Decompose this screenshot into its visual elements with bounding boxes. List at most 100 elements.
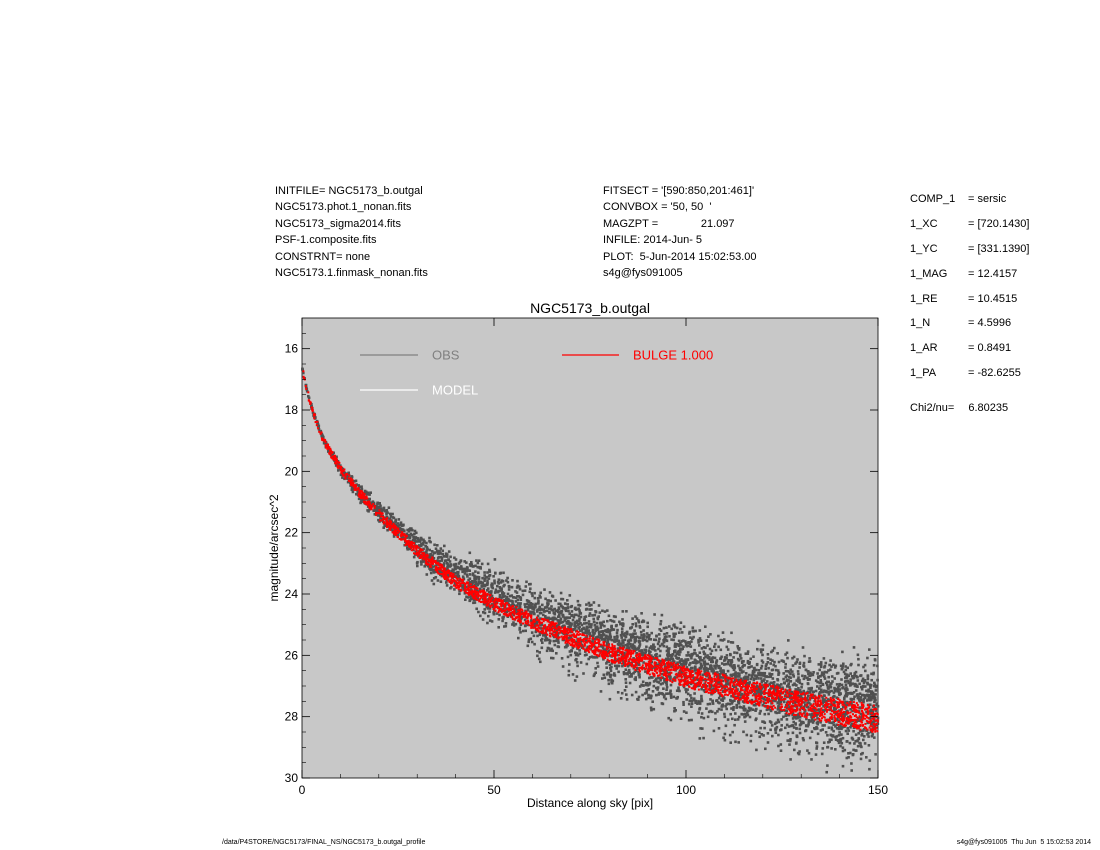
obs-point [557,620,560,623]
obs-point [647,696,650,700]
obs-point [870,734,874,738]
obs-point [311,411,315,414]
obs-point [552,639,556,643]
obs-point [410,533,414,537]
obs-point [350,486,354,489]
obs-point [689,682,693,686]
obs-point [837,741,841,745]
obs-point [682,710,686,713]
obs-point [862,681,866,685]
bulge-point [809,706,812,709]
bulge-point [837,715,839,718]
obs-point [405,532,409,536]
bulge-point [825,720,828,723]
obs-point [727,659,730,662]
obs-point [538,605,541,609]
obs-point [858,699,861,702]
obs-point [514,596,518,600]
obs-point [388,512,392,516]
obs-point [423,565,426,568]
obs-point [691,629,695,633]
obs-point [530,619,533,622]
obs-point [641,684,645,687]
bulge-point [746,688,749,691]
obs-point [447,558,450,561]
bulge-point [757,701,760,704]
obs-point [667,654,671,658]
obs-point [633,636,637,639]
obs-point [807,694,810,698]
obs-point [357,484,360,487]
obs-point [630,693,634,697]
bulge-point [518,610,521,613]
bulge-point [726,694,729,697]
obs-point [463,567,466,571]
obs-point [658,628,661,631]
obs-point [775,725,779,729]
obs-point [401,524,404,528]
obs-point [650,647,654,650]
obs-point [645,682,648,685]
obs-point [481,581,485,585]
obs-point [643,692,647,695]
obs-point [603,638,607,641]
obs-point [587,601,591,605]
obs-point [428,548,431,552]
obs-point [547,638,551,642]
bulge-point [628,649,631,652]
obs-point [641,654,645,657]
obs-point [592,601,596,604]
obs-point [730,631,733,635]
obs-point [756,639,760,643]
obs-point [480,585,484,588]
obs-point [652,643,655,647]
obs-point [802,738,805,742]
obs-point [654,677,658,681]
bulge-point [633,650,636,653]
obs-point [685,666,689,669]
obs-point [808,701,811,704]
obs-point [828,721,831,724]
obs-point [832,723,835,726]
obs-point [310,402,313,406]
obs-point [808,713,812,716]
param-label: 1_AR [910,342,938,355]
bulge-point [591,637,594,640]
obs-point [616,642,620,646]
obs-point [714,648,718,652]
obs-point [874,693,877,696]
obs-point [500,596,503,599]
obs-point [845,709,849,713]
obs-point [649,638,653,641]
obs-point [821,690,825,694]
obs-point [583,622,586,625]
obs-point [787,692,791,695]
obs-point [849,708,852,711]
obs-point [346,475,350,479]
obs-point [799,722,803,726]
obs-point [439,580,443,583]
obs-point [587,657,590,661]
obs-point [810,717,814,720]
obs-point [706,674,710,677]
obs-point [848,692,851,695]
obs-point [794,688,797,691]
obs-point [341,476,344,479]
obs-point [859,674,862,678]
obs-point [830,738,833,742]
obs-point [590,603,593,607]
header-line: CONSTRNT= none [275,250,371,263]
obs-point [588,614,591,617]
obs-point [657,640,661,643]
obs-point [754,677,758,680]
obs-point [800,691,804,694]
obs-point [672,638,675,642]
obs-point [702,646,706,649]
bulge-point [683,681,686,684]
obs-point [851,709,854,713]
obs-point [461,567,464,571]
obs-point [609,619,612,622]
obs-point [856,685,859,688]
obs-point [622,663,626,667]
obs-point [546,609,549,613]
